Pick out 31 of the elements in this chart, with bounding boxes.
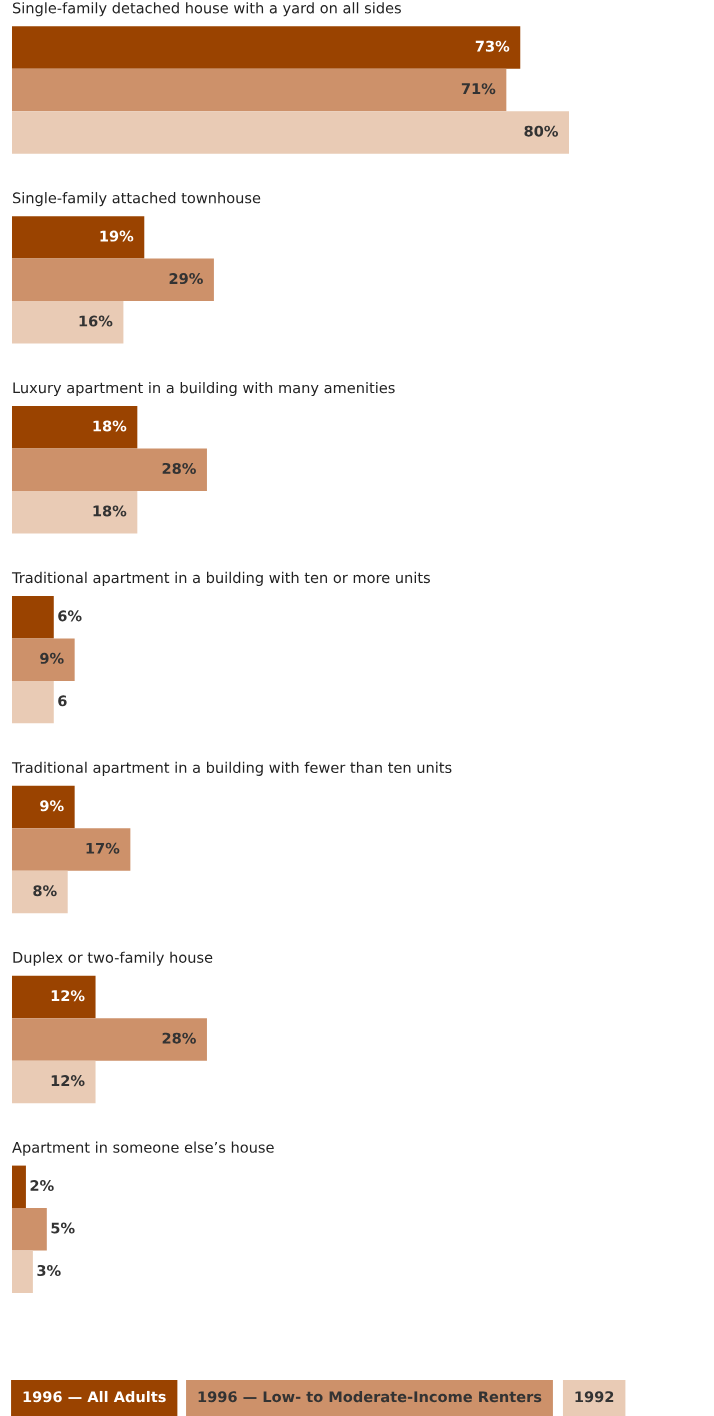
data-label: 29% [169,273,203,285]
text: 1996 — Low- to Moderate-Income Renters [198,1390,542,1403]
data-label: 9% [40,652,64,664]
data-label: 28% [162,1032,196,1044]
data-label: 16% [79,315,113,327]
data-label: 2% [30,1180,54,1192]
data-label: 80% [524,125,559,137]
data-label: 12% [51,1075,85,1087]
data-label: 17% [86,842,120,854]
data-label: 73% [475,40,510,52]
data-label: 6% [58,610,82,622]
data-label: 6 [58,695,67,707]
y-tick-label: Single-family attached townhouse [12,192,261,207]
data-label: 71% [461,83,496,95]
y-tick-label: Luxury apartment in a building with many amenities [13,381,395,397]
data-label: 19% [100,230,134,242]
text: 1996 — All Adults [23,1390,166,1403]
data-label: 18% [93,505,127,517]
data-label: 28% [162,462,196,474]
data-label: 18% [93,420,127,432]
data-label: 8% [33,885,57,897]
data-label: 9% [40,800,64,812]
y-tick-label: Traditional apartment in a building with ten or more units [11,571,430,586]
data-label: 5% [51,1222,75,1234]
text: 1992 [575,1391,614,1403]
y-tick-label: Traditional apartment in a building with fewer than ten units [11,761,452,776]
data-label: 3% [37,1265,61,1277]
y-tick-label: Apartment in someone else’s house [12,1141,274,1156]
data-label: 12% [51,990,85,1002]
y-tick-label: Single-family detached house with a yard on all sides [12,2,401,17]
y-tick-label: Duplex or two-family house [13,951,213,966]
